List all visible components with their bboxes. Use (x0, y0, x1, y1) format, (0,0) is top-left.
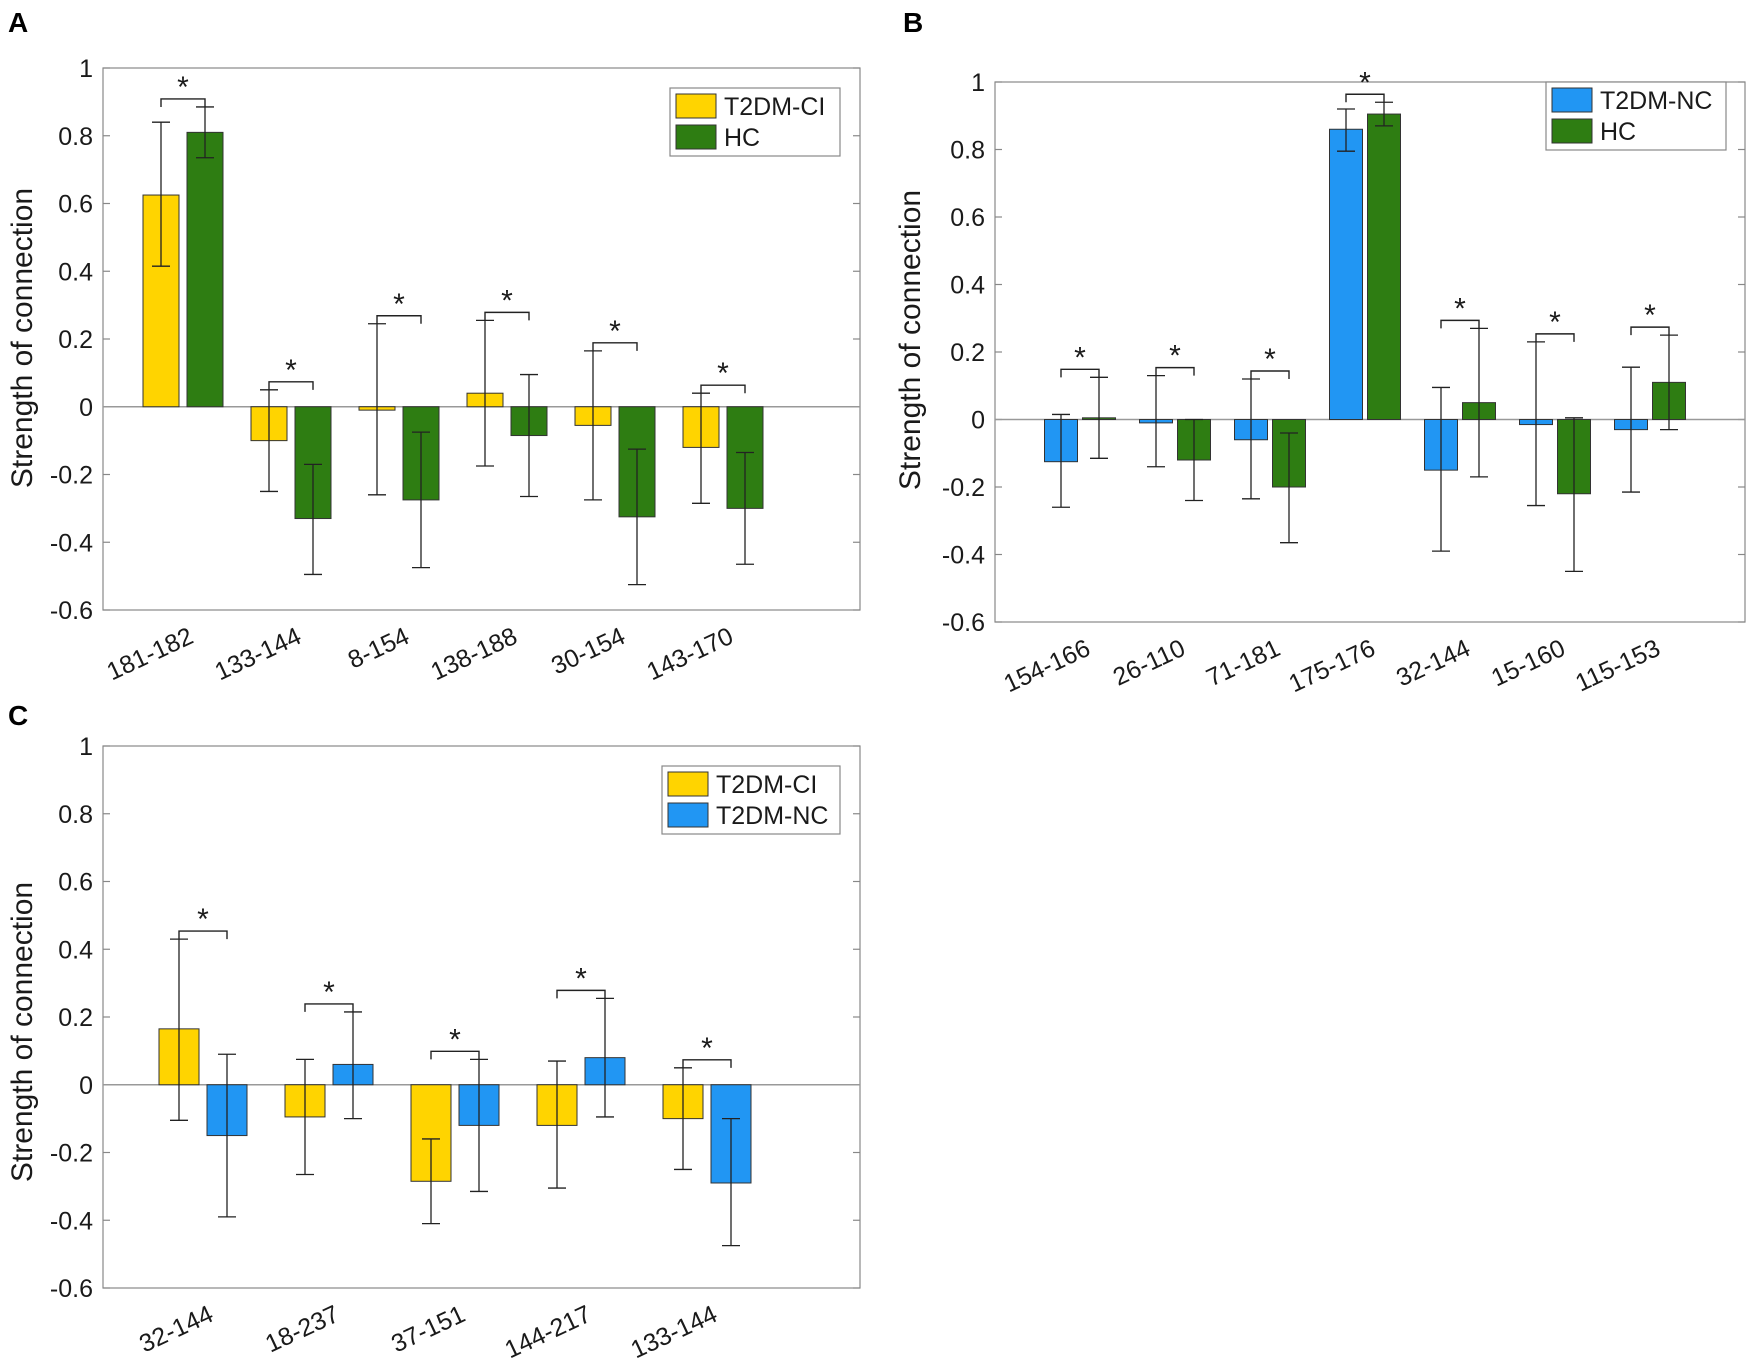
significance-bracket (682, 1059, 732, 1068)
legend-swatch-hc (675, 124, 717, 150)
significance-star: * (609, 315, 621, 348)
panel-b: B Strength of connection 1 0.8 0.6 0.4 0.2 0 -… (894, 7, 1746, 698)
bar-hc-175-176 (1367, 113, 1401, 420)
significance-bracket (700, 384, 746, 394)
legend-swatch-t2dm-ci (675, 93, 717, 119)
panel-c-y-axis-title: Strength of connection (6, 882, 39, 1182)
y-tick-label: 0.8 (950, 137, 985, 165)
significance-star: * (1169, 340, 1181, 373)
significance-bracket (178, 930, 228, 940)
legend-swatch-t2dm-nc (1551, 87, 1593, 113)
significance-star: * (1264, 343, 1276, 376)
y-tick-label: 0.6 (58, 191, 93, 219)
significance-star: * (717, 357, 729, 390)
significance-star: * (323, 976, 335, 1009)
significance-star: * (575, 962, 587, 995)
y-tick-label: 0.4 (58, 258, 93, 286)
y-tick-label: 0.2 (58, 1004, 93, 1032)
legend-label-hc: HC (724, 124, 760, 152)
significance-star: * (1549, 306, 1561, 339)
significance-bracket (1155, 366, 1195, 376)
y-tick-label: 0.2 (950, 339, 985, 367)
significance-bracket (1535, 333, 1575, 342)
significance-bracket (304, 1003, 354, 1012)
significance-bracket (556, 989, 606, 999)
panel-b-letter: B (903, 7, 923, 38)
legend-swatch-t2dm-nc (667, 802, 709, 828)
significance-bracket (1630, 326, 1670, 336)
y-tick-label: 0.2 (58, 326, 93, 354)
y-tick-label: -0.4 (50, 529, 93, 557)
y-tick-label: 0.6 (58, 869, 93, 897)
panel-b-legend: T2DM-NC HC (1545, 81, 1727, 151)
significance-star: * (285, 354, 297, 387)
significance-star: * (393, 288, 405, 321)
y-tick-label: -0.4 (942, 542, 985, 570)
significance-bracket (268, 381, 314, 390)
significance-star: * (177, 71, 189, 104)
y-tick-label: -0.6 (50, 597, 93, 625)
significance-bracket (1250, 370, 1290, 379)
y-tick-label: 0.4 (58, 936, 93, 964)
y-tick-label: -0.4 (50, 1207, 93, 1235)
y-tick-label: -0.2 (942, 474, 985, 502)
significance-star: * (1644, 299, 1656, 332)
panel-a-plot: 10.80.60.40.20-0.2-0.4-0.6*181-182*133-1… (50, 55, 861, 686)
significance-star: * (501, 284, 513, 317)
legend-label-t2dm-nc: T2DM-NC (1600, 87, 1713, 115)
y-tick-label: 0 (79, 394, 93, 422)
significance-bracket (592, 342, 638, 351)
significance-star: * (449, 1023, 461, 1056)
y-tick-label: 0 (971, 407, 985, 435)
significance-star: * (1454, 292, 1466, 325)
significance-bracket (430, 1050, 480, 1060)
y-tick-label: 0.8 (58, 123, 93, 151)
bar-hc-181-182 (186, 131, 224, 408)
panel-a-y-axis-title: Strength of connection (6, 188, 39, 488)
significance-bracket (160, 98, 206, 107)
legend-label-t2dm-ci: T2DM-CI (724, 93, 825, 121)
significance-bracket (1345, 93, 1385, 103)
panel-a: A Strength of connection 1 0.8 0.6 0.4 0.2 0 -… (6, 7, 861, 686)
y-tick-label: 0.4 (950, 272, 985, 300)
significance-bracket (376, 315, 422, 324)
y-tick-label: 1 (79, 733, 93, 761)
y-tick-label: 1 (971, 69, 985, 97)
legend-label-hc: HC (1600, 118, 1636, 146)
significance-star: * (197, 903, 209, 936)
significance-star: * (1359, 66, 1371, 99)
panel-a-letter: A (8, 7, 28, 38)
panel-a-legend: T2DM-CI HC (669, 87, 841, 157)
panel-c-legend: T2DM-CI T2DM-NC (661, 765, 841, 835)
bar-t2dm-nc-175-176 (1329, 128, 1363, 420)
significance-bracket (1440, 319, 1480, 329)
panel-b-y-axis-title: Strength of connection (894, 190, 927, 490)
y-tick-label: 1 (79, 55, 93, 83)
legend-swatch-t2dm-ci (667, 771, 709, 797)
significance-star: * (701, 1032, 713, 1065)
significance-star: * (1074, 341, 1086, 374)
legend-label-t2dm-nc: T2DM-NC (716, 802, 829, 830)
significance-bracket (1060, 368, 1100, 378)
y-tick-label: 0 (79, 1072, 93, 1100)
y-tick-label: 0.6 (950, 204, 985, 232)
y-tick-label: -0.6 (942, 609, 985, 637)
y-tick-label: -0.2 (50, 1140, 93, 1168)
panel-c-letter: C (8, 700, 28, 731)
y-tick-label: 0.8 (58, 801, 93, 829)
legend-swatch-hc (1551, 118, 1593, 144)
significance-bracket (484, 311, 530, 321)
legend-label-t2dm-ci: T2DM-CI (716, 771, 817, 799)
y-tick-label: -0.2 (50, 462, 93, 490)
y-tick-label: -0.6 (50, 1275, 93, 1303)
